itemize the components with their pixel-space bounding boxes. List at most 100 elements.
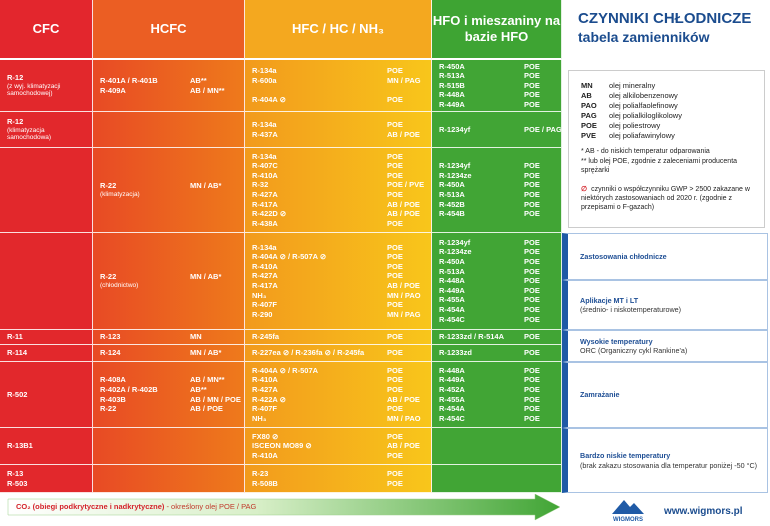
hfo-cell: R-1234yf POE R-1234ze POE R-450A POE R-513A POE…: [432, 148, 562, 233]
refrigerant-row: ISCEON MO89 ⊘ AB / POE: [252, 441, 431, 451]
hfc-cell: R-23 POE R-508B POE: [245, 465, 432, 493]
refrigerant-row: R-245fa POE: [252, 332, 431, 342]
cfc-cell: R-12 (z wyj. klimatyzacji samochodowej): [0, 60, 93, 112]
oil-type: POE: [387, 66, 403, 76]
refrigerant-row: R-22 MN / AB*: [100, 272, 244, 282]
refrigerant-row: R-438A POE: [252, 219, 431, 229]
refrigerant: R-508B: [252, 478, 278, 488]
refrigerant-row: R-417A AB / POE: [252, 281, 431, 291]
refrigerant: R-448A: [439, 365, 465, 375]
oil-type: POE: [524, 314, 540, 324]
cfc-cell: R-11: [0, 330, 93, 345]
hfc-cell: R-227ea ⊘ / R-236fa ⊘ / R-245fa POE: [245, 345, 432, 362]
refrigerant-row: R-402A / R-402B AB**: [100, 385, 244, 395]
refrigerant-note: (chłodnictwo): [100, 282, 139, 290]
hfo-cell: R-1234yf POE R-1234ze POE R-450A POE R-513A POE…: [432, 233, 562, 330]
oil-type: POE: [387, 218, 403, 228]
oil-type: POE: [387, 242, 403, 252]
hcfc-cell: R-124 MN / AB*: [93, 345, 245, 362]
refrigerant-row: R-422D ⊘ AB / POE: [252, 209, 431, 219]
refrigerant-row: R-1233zd / R-514A POE: [439, 332, 561, 342]
refrigerant-row: R-417A AB / POE: [252, 200, 431, 210]
refrigerant-row: NH₃ MN / PAO: [252, 414, 431, 424]
refrigerant: NH₃: [252, 413, 267, 423]
oil-type: AB / MN**: [190, 375, 225, 385]
logo: WIGMORS: [612, 500, 644, 523]
refrigerant: R-404A ⊘ / R-507A: [252, 365, 319, 375]
oil-type: POE: [524, 90, 540, 100]
column-header: CFC: [0, 0, 93, 60]
oil-type: MN / AB*: [190, 272, 222, 282]
legend-text: olej poliafawinylowy: [609, 131, 675, 140]
oil-type: POE: [387, 348, 403, 358]
refrigerant-row: R-427A POE: [252, 190, 431, 200]
oil-type: MN / PAO: [387, 413, 421, 423]
oil-type: POE: [524, 80, 540, 90]
refrigerant-row: R-1234ze POE: [439, 247, 561, 257]
legend-abbr: MN: [581, 81, 593, 90]
oil-type: POE: [524, 384, 540, 394]
oil-type: AB / POE: [190, 404, 223, 414]
refrigerant-row: R-407F POE: [252, 300, 431, 310]
hfo-cell: R-1233zd POE: [432, 345, 562, 362]
legend-abbr: PAO: [581, 101, 597, 110]
oil-type: POE: [524, 199, 540, 209]
application-text: (średnio- i niskotemperaturowe): [580, 305, 682, 314]
oil-type: POE: [387, 375, 403, 385]
oil-type: AB / POE: [387, 199, 420, 209]
refrigerant-row: R-422A ⊘ AB / POE: [252, 395, 431, 405]
refrigerant: R-410A: [252, 261, 278, 271]
refrigerant: R-422A ⊘: [252, 394, 286, 404]
panel-title: CZYNNIKI CHŁODNICZE: [578, 10, 752, 27]
co2-arrow: [7, 494, 561, 521]
refrigerant: R-227ea ⊘ / R-236fa ⊘ / R-245fa: [252, 348, 365, 358]
refrigerant-row: FX80 ⊘ POE: [252, 432, 431, 442]
legend-text: olej alkilobenzenowy: [609, 91, 678, 100]
hcfc-cell: R-22 MN / AB* (chłodnictwo): [93, 233, 245, 330]
refrigerant: R-407C: [252, 161, 278, 171]
refrigerant-row: R-455A POE: [439, 395, 561, 405]
oil-type: POE: [524, 257, 540, 267]
refrigerant: R-410A: [252, 375, 278, 385]
refrigerant: R-513A: [439, 71, 465, 81]
oil-type: POE: [387, 271, 403, 281]
refrigerant: R-410A: [252, 450, 278, 460]
application-text: ORC (Organiczny cykl Rankine'a): [580, 346, 688, 355]
arrow-shape: [7, 494, 561, 521]
refrigerant-row: R-134a POE: [252, 120, 431, 130]
refrigerant: R-449A: [439, 375, 465, 385]
hfc-cell: R-404A ⊘ / R-507A POE R-410A POE R-427A POE R-…: [245, 362, 432, 428]
refrigerant: R-437A: [252, 129, 278, 139]
refrigerant-note: (klimatyzacja): [100, 191, 140, 199]
refrigerant-row: R-449A POE: [439, 375, 561, 385]
refrigerant: R-32: [252, 180, 269, 190]
oil-type: POE: [524, 365, 540, 375]
refrigerant: R-452A: [439, 384, 465, 394]
refrigerant: R-422D ⊘: [252, 209, 287, 219]
oil-type: POE: [524, 276, 540, 286]
oil-type: AB**: [190, 384, 207, 394]
oil-type: POE: [387, 190, 403, 199]
oil-type: POE: [524, 332, 540, 342]
refrigerant: FX80 ⊘: [252, 431, 279, 441]
refrigerant-row: R-404A ⊘ / R-507A POE: [252, 366, 431, 376]
hfc-cell: R-134a POE R-600a MN / PAG R-404A ⊘ POE: [245, 60, 432, 112]
refrigerant: R-1234yf: [439, 124, 471, 134]
legend-box: MN olej mineralny AB olej alkilobenzenowy PA…: [568, 70, 765, 228]
refrigerant-row: R-515B POE: [439, 81, 561, 91]
hcfc-cell: R-22 MN / AB* (klimatyzacja): [93, 148, 245, 233]
refrigerant-row: R-22 AB / POE: [100, 404, 244, 414]
hfc-cell: R-245fa POE: [245, 330, 432, 345]
refrigerant: R-417A: [252, 281, 278, 290]
application-box: Zastosowania chłodnicze: [562, 233, 768, 280]
refrigerant: R-134a: [252, 119, 277, 129]
cfc-cell: R-12 (klimatyzacja samochodowa): [0, 112, 93, 148]
refrigerant: R-1234yf: [439, 161, 471, 171]
oil-type: POE: [524, 348, 540, 358]
refrigerant: R-245fa: [252, 332, 280, 342]
refrigerant: R-123: [100, 332, 121, 342]
refrigerant: R-403B: [100, 394, 126, 404]
refrigerant-row: R-427A POE: [252, 385, 431, 395]
oil-type: POE: [524, 161, 540, 171]
